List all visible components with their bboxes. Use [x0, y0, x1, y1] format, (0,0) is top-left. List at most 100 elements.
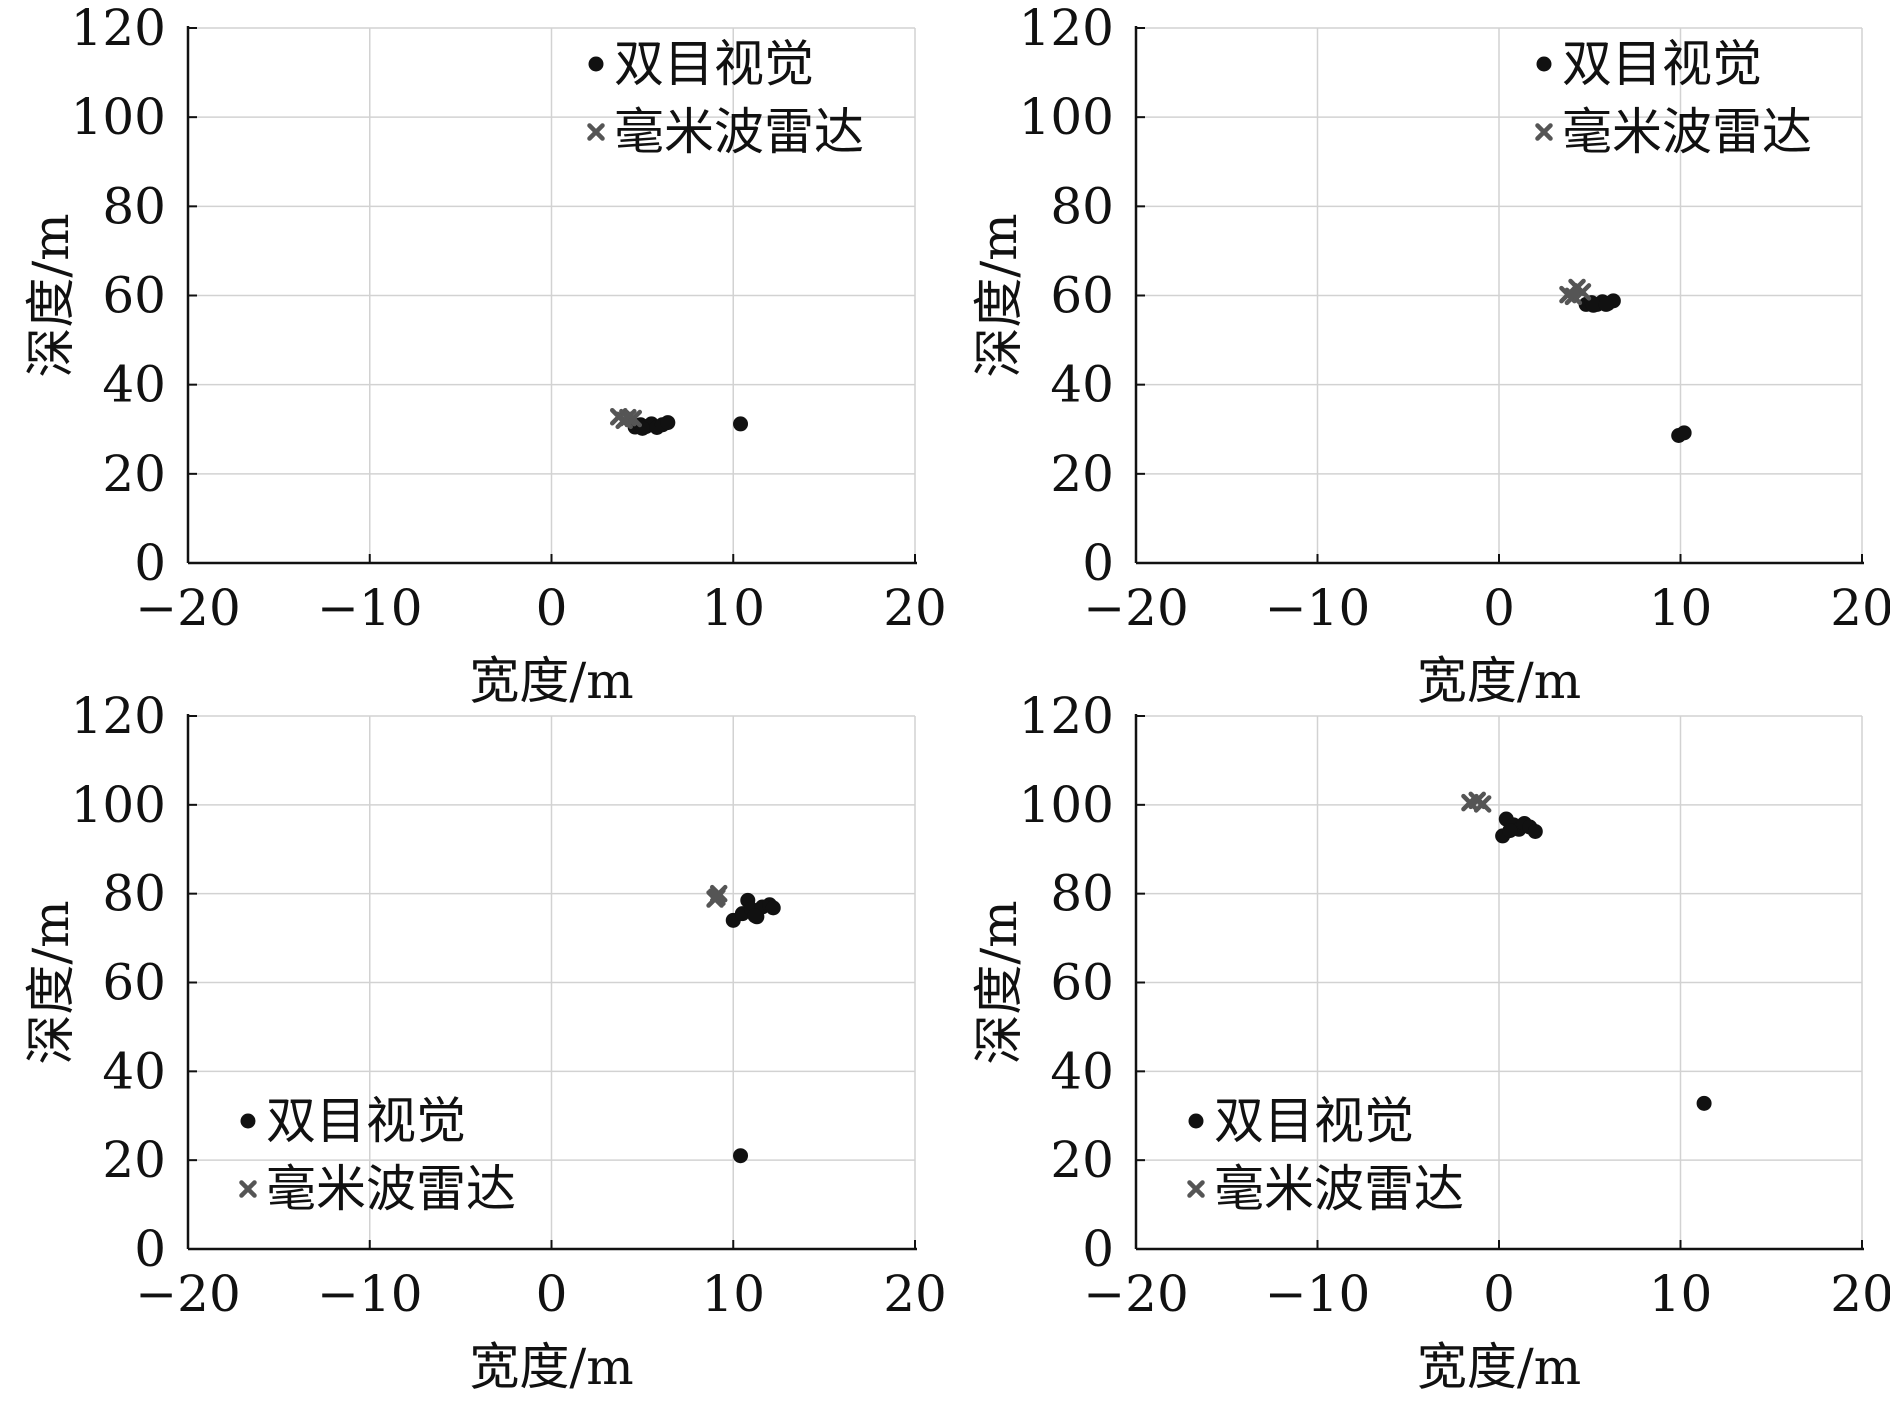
y-tick-label: 100 [1019, 776, 1114, 834]
data-point-dot [1598, 296, 1614, 312]
y-tick-label: 120 [71, 0, 166, 57]
x-tick-label: −20 [135, 579, 241, 637]
legend-marker-dot [1188, 1113, 1204, 1129]
data-point-dot [765, 900, 781, 916]
data-point-dot [1502, 823, 1518, 839]
y-tick-label: 80 [102, 177, 166, 235]
y-tick-label: 60 [102, 954, 166, 1012]
x-tick-label: −20 [135, 1265, 241, 1323]
y-tick-label: 20 [102, 1131, 166, 1189]
legend-marker-x [1187, 1180, 1205, 1198]
data-point-x [708, 888, 726, 906]
y-tick-label: 0 [1082, 534, 1114, 592]
data-point-dot [1585, 297, 1601, 313]
y-tick-label: 80 [1050, 865, 1114, 923]
x-tick-label: 0 [536, 579, 568, 637]
legend-label: 毫米波雷达 [266, 1160, 516, 1218]
legend-label: 毫米波雷达 [1214, 1160, 1464, 1218]
y-axis-label: 深度/m [22, 213, 80, 377]
x-axis-label: 宽度/m [469, 652, 633, 710]
y-tick-label: 40 [1050, 1042, 1114, 1100]
chart-panel-4: −20 −10 0 10 20 0 20 40 60 80 100 120 宽度/m 深度/m 双目视觉毫米… [970, 687, 1890, 1396]
chart-panel-3: −20 −10 0 10 20 0 20 40 60 80 100 120 宽度/m 深度/m 双目视觉毫米… [22, 687, 947, 1396]
series-2 [1461, 791, 1492, 813]
data-point-dot [1527, 823, 1543, 839]
series-2 [1559, 278, 1592, 306]
x-tick-label: 10 [701, 1265, 765, 1323]
y-tick-label: 80 [1050, 177, 1114, 235]
y-tick-label: 60 [1050, 954, 1114, 1012]
data-point-dot [733, 1148, 749, 1164]
x-tick-label: 20 [883, 579, 947, 637]
x-tick-label: −20 [1083, 1265, 1189, 1323]
legend-marker-dot [240, 1113, 256, 1129]
legend-label: 毫米波雷达 [614, 103, 864, 161]
x-tick-label: 0 [1483, 1265, 1515, 1323]
legend-marker-x [1535, 123, 1553, 141]
x-tick-label: 10 [1649, 579, 1713, 637]
data-point-x [615, 411, 633, 430]
x-tick-label: 10 [701, 579, 765, 637]
y-tick-label: 100 [1019, 88, 1114, 146]
y-tick-label: 60 [1050, 267, 1114, 325]
x-tick-label: 20 [1830, 579, 1890, 637]
legend-label: 双目视觉 [614, 35, 814, 93]
series-1 [627, 415, 749, 436]
legend-label: 双目视觉 [266, 1092, 466, 1150]
series-1 [725, 892, 781, 1164]
y-tick-label: 60 [102, 267, 166, 325]
y-tick-label: 40 [102, 1042, 166, 1100]
x-tick-label: −10 [317, 1265, 423, 1323]
chart-panel-1: −20 −10 0 10 20 0 20 40 60 80 100 120 宽度/m 深度/m 双目视觉毫米… [22, 0, 947, 710]
x-axis-label: 宽度/m [1417, 1338, 1581, 1396]
y-tick-label: 100 [71, 776, 166, 834]
y-tick-label: 20 [102, 445, 166, 503]
x-tick-label: −10 [1265, 579, 1371, 637]
y-tick-label: 100 [71, 88, 166, 146]
x-tick-label: 10 [1649, 1265, 1713, 1323]
series-1 [1578, 293, 1692, 443]
series-1 [1495, 811, 1712, 1111]
y-tick-label: 0 [1082, 1220, 1114, 1278]
y-tick-label: 40 [102, 356, 166, 414]
data-point-dot [733, 416, 749, 432]
legend-label: 双目视觉 [1562, 35, 1762, 93]
y-tick-label: 120 [71, 687, 166, 745]
y-tick-label: 20 [1050, 1131, 1114, 1189]
legend-label: 双目视觉 [1214, 1092, 1414, 1150]
legend-marker-dot [588, 56, 604, 72]
y-axis-label: 深度/m [970, 213, 1028, 377]
x-axis-label: 宽度/m [1417, 652, 1581, 710]
y-tick-label: 120 [1019, 687, 1114, 745]
legend-marker-x [587, 123, 605, 141]
data-point-dot [1676, 425, 1692, 441]
x-tick-label: −10 [1265, 1265, 1371, 1323]
y-tick-label: 80 [102, 865, 166, 923]
y-tick-label: 120 [1019, 0, 1114, 57]
x-tick-label: −20 [1083, 579, 1189, 637]
data-point-dot [747, 908, 763, 924]
series-2 [609, 408, 643, 430]
x-axis-label: 宽度/m [469, 1338, 633, 1396]
x-tick-label: 0 [536, 1265, 568, 1323]
y-tick-label: 40 [1050, 356, 1114, 414]
x-tick-label: 20 [1830, 1265, 1890, 1323]
legend-marker-x [239, 1180, 257, 1198]
y-tick-label: 20 [1050, 445, 1114, 503]
data-point-dot [660, 415, 676, 431]
data-point-x [1473, 795, 1492, 813]
data-point-x [1573, 283, 1592, 301]
legend-label: 毫米波雷达 [1562, 103, 1812, 161]
y-axis-label: 深度/m [970, 900, 1028, 1064]
series-2 [706, 884, 728, 908]
legend-marker-dot [1536, 56, 1552, 72]
x-tick-label: −10 [317, 579, 423, 637]
x-tick-label: 20 [883, 1265, 947, 1323]
x-tick-label: 0 [1483, 579, 1515, 637]
data-point-dot [1696, 1095, 1712, 1111]
